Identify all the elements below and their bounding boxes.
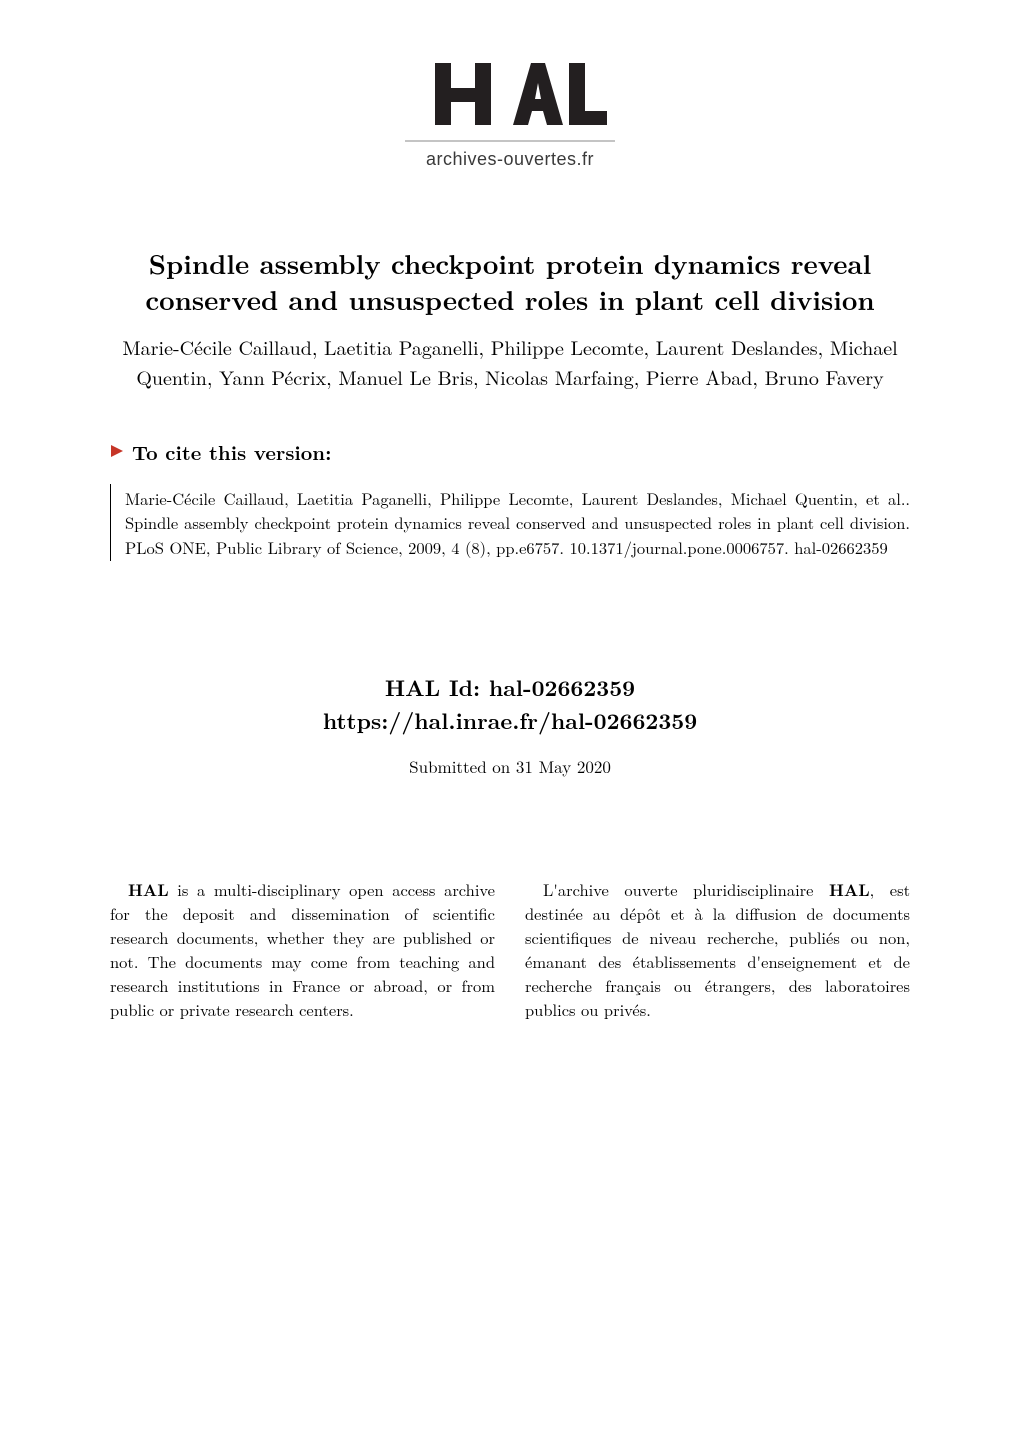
cite-heading-text: To cite this version: (132, 437, 331, 466)
footer-left-strong: HAL (128, 877, 169, 901)
hal-url-line: https://hal.inrae.fr/hal-02662359 (110, 704, 910, 737)
hal-id-block: HAL Id: hal-02662359 https://hal.inrae.f… (110, 671, 910, 736)
author-list: Marie-Cécile Caillaud, Laetitia Paganell… (110, 332, 910, 392)
citation-halref: ​hal-02662359​ (794, 535, 888, 559)
footer-col-left: HAL is a multi-disciplinary open access … (110, 878, 495, 1022)
footer-right-before: L'archive ouverte pluridisciplinaire (543, 877, 829, 901)
cite-heading: To cite this version: (110, 437, 910, 466)
footer-right-strong: HAL (829, 877, 870, 901)
triangle-icon (110, 444, 124, 458)
footer-left-text: is a multi-disciplinary open access arch… (110, 877, 495, 1021)
submitted-date: Submitted on 31 May 2020 (110, 754, 910, 778)
paper-title: Spindle assembly checkpoint protein dyna… (110, 245, 910, 318)
footer-columns: HAL is a multi-disciplinary open access … (110, 878, 910, 1022)
citation-box: Marie-Cécile Caillaud, Laetitia Paganell… (110, 484, 910, 561)
citation-doi: ​10.1371/journal.pone.0006757​ (570, 535, 785, 559)
hal-logo: archives-ouvertes.fr (110, 55, 910, 190)
logo-subtext: archives-ouvertes.fr (426, 149, 594, 169)
page-root: archives-ouvertes.fr Spindle assembly ch… (0, 0, 1020, 1442)
hal-logo-svg: archives-ouvertes.fr (395, 55, 625, 185)
citation-period: . (784, 535, 794, 559)
footer-col-right: L'archive ouverte pluridisciplinaire HAL… (525, 878, 910, 1022)
hal-id-line: HAL Id: hal-02662359 (110, 671, 910, 704)
